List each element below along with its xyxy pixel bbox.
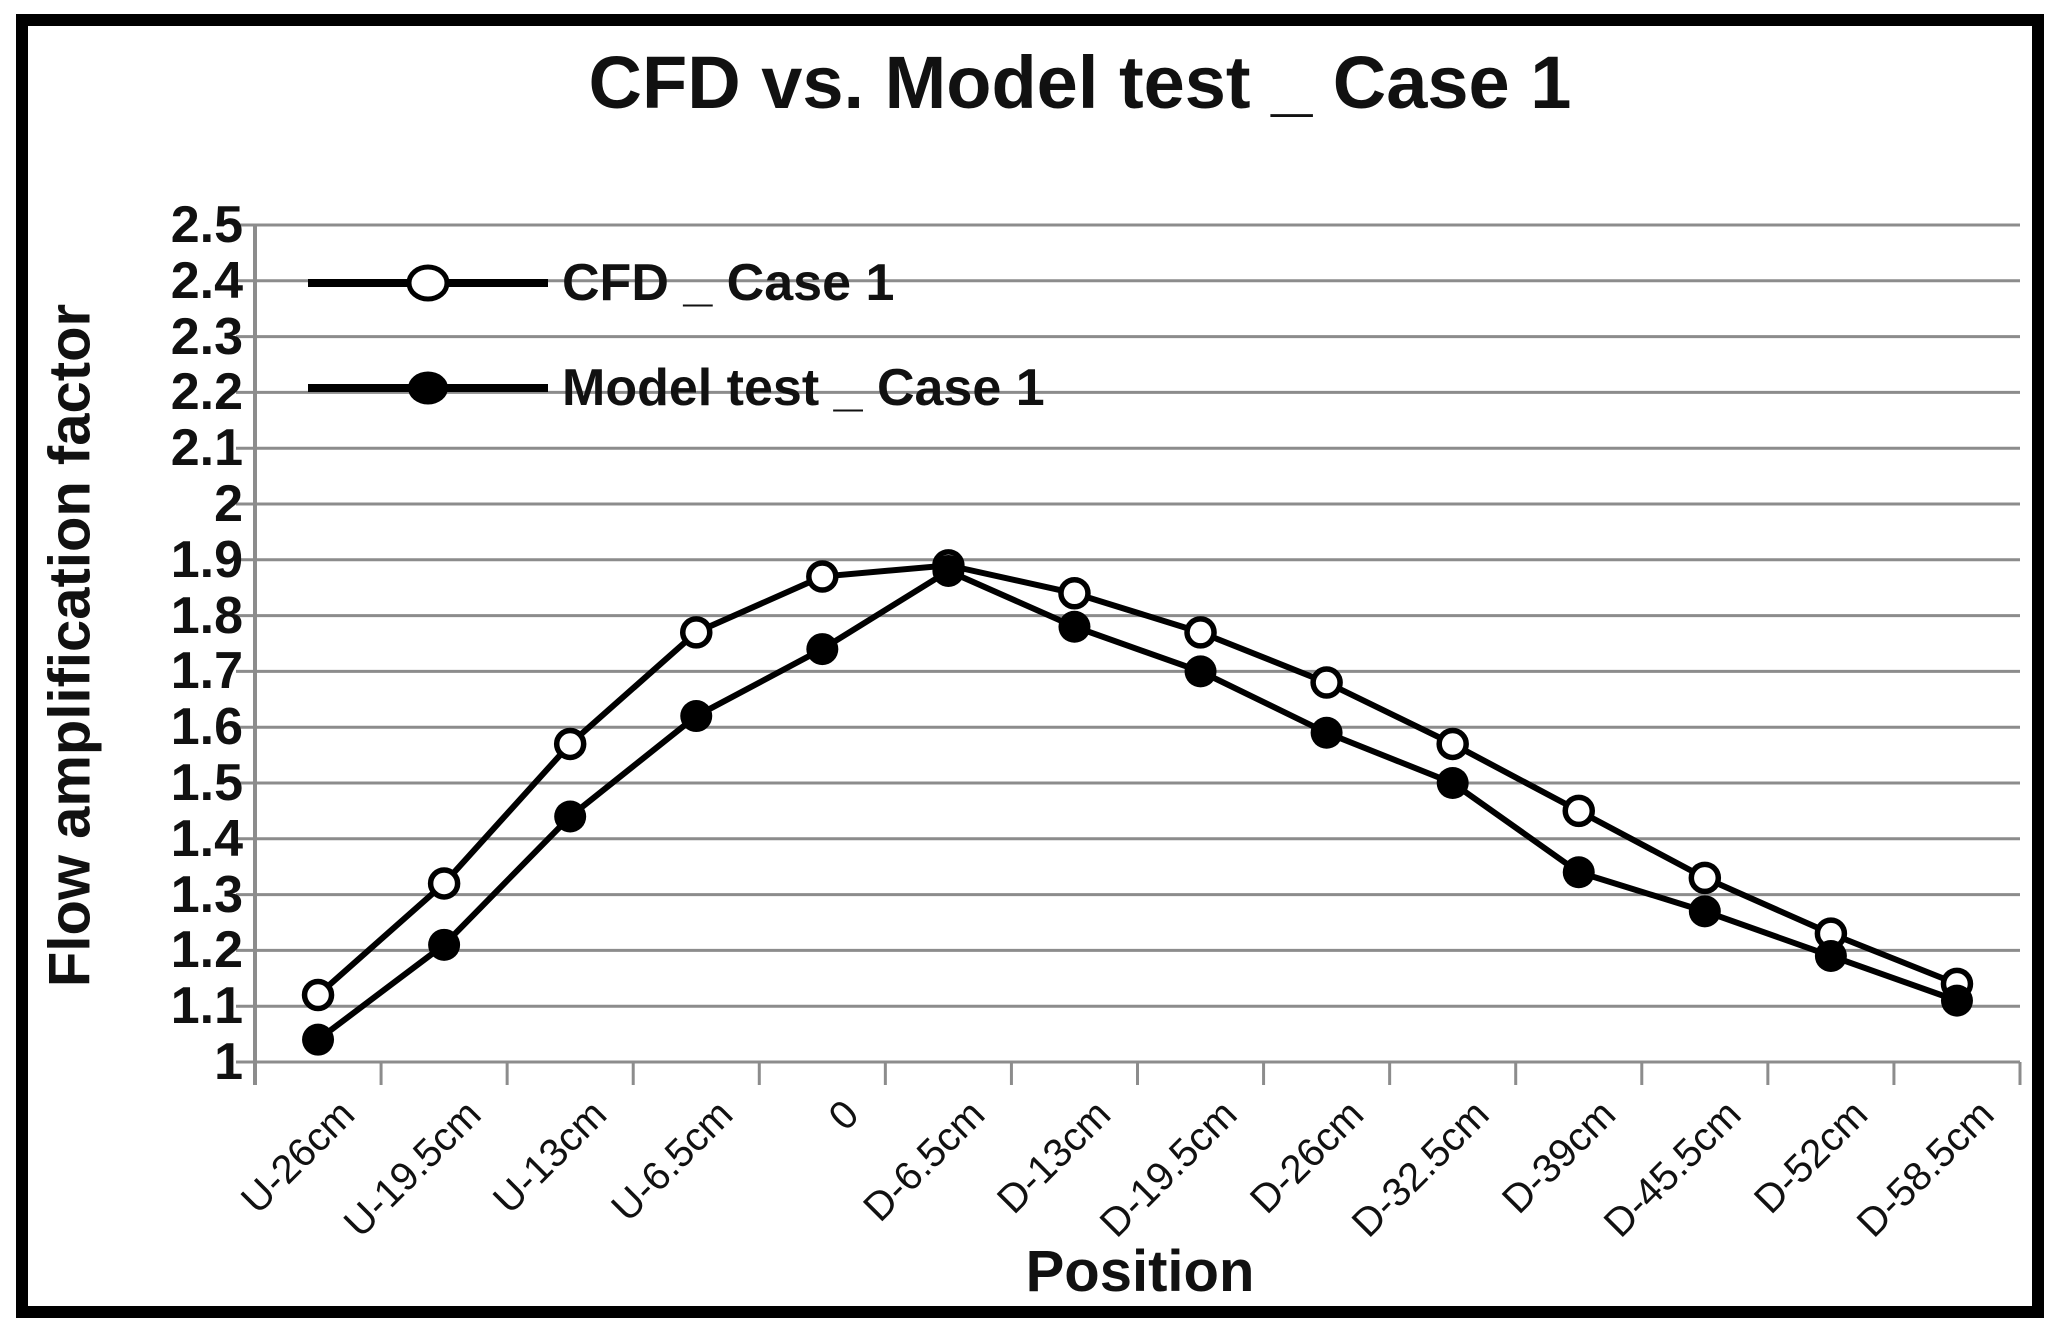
y-tick-label: 2.4 bbox=[170, 251, 243, 310]
series-line-model-test bbox=[316, 567, 1958, 1043]
y-tick-label: 1.3 bbox=[170, 865, 243, 924]
data-point bbox=[427, 867, 461, 900]
y-tick-label: 1.5 bbox=[170, 754, 243, 812]
y-tick-label: 2.5 bbox=[170, 196, 243, 254]
y-tick-label: 1.9 bbox=[170, 530, 243, 589]
chart-title: CFD vs. Model test _ Case 1 bbox=[588, 41, 1572, 124]
data-point bbox=[302, 1023, 335, 1056]
legend-label-cfd: CFD _ Case 1 bbox=[562, 254, 895, 312]
data-point bbox=[1688, 895, 1721, 928]
data-point bbox=[1058, 577, 1091, 610]
data-point bbox=[428, 928, 461, 961]
data-point bbox=[554, 800, 587, 833]
data-point bbox=[806, 560, 839, 593]
data-point bbox=[1184, 655, 1217, 688]
x-axis-title: Position bbox=[1025, 1239, 1255, 1304]
y-tick-label: 2.1 bbox=[170, 419, 243, 478]
data-point bbox=[1562, 794, 1595, 828]
y-tick-label: 1 bbox=[214, 1033, 243, 1091]
data-point bbox=[680, 616, 713, 649]
y-tick-label: 2 bbox=[214, 475, 243, 533]
data-point bbox=[1814, 939, 1847, 972]
y-tick-label: 1.2 bbox=[170, 921, 243, 980]
data-point bbox=[1562, 856, 1595, 889]
data-point bbox=[680, 700, 713, 733]
data-point bbox=[553, 727, 587, 761]
legend-filled-circle-icon bbox=[408, 371, 448, 405]
data-point bbox=[1058, 610, 1091, 643]
y-tick-label: 1.7 bbox=[170, 642, 243, 701]
y-tick-label: 2.2 bbox=[170, 363, 243, 422]
data-point bbox=[1310, 666, 1343, 699]
data-point bbox=[1940, 984, 1973, 1017]
data-point bbox=[932, 554, 965, 587]
data-point bbox=[1310, 716, 1343, 749]
y-tick-label: 1.8 bbox=[170, 586, 243, 645]
data-point bbox=[1436, 727, 1469, 761]
data-point bbox=[806, 633, 839, 666]
y-tick-label: 1.1 bbox=[170, 977, 243, 1036]
data-point bbox=[1184, 616, 1217, 649]
data-point bbox=[1688, 861, 1722, 895]
legend-label-model-test: Model test _ Case 1 bbox=[562, 359, 1045, 417]
chart-frame bbox=[16, 14, 2044, 1318]
data-point bbox=[301, 978, 335, 1012]
y-tick-label: 2.3 bbox=[170, 307, 243, 366]
legend-open-circle-icon bbox=[406, 264, 450, 302]
data-point bbox=[1436, 767, 1469, 799]
y-tick-label: 1.6 bbox=[170, 698, 243, 757]
series-line-cfd bbox=[316, 562, 1959, 998]
y-tick-label: 1.4 bbox=[170, 809, 243, 868]
